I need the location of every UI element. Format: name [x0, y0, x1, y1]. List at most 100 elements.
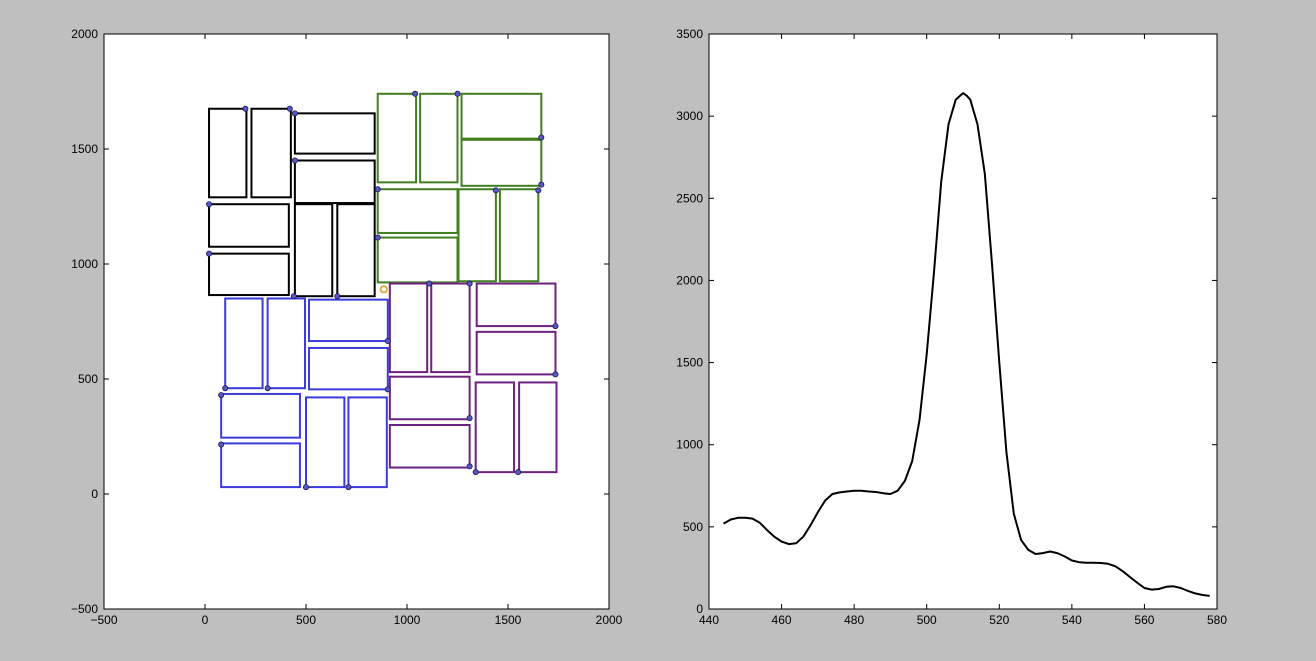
center-marker [379, 285, 388, 294]
group-rectangle [336, 203, 376, 298]
right-axis-ticks: 440 460 480 500 520 540 560 580 0 500 1000 1500 2000… [676, 27, 1227, 627]
group-rectangle [250, 107, 292, 199]
left-y-tick-label: 1000 [71, 257, 98, 271]
group-rectangle [518, 381, 558, 474]
corner-point [345, 484, 352, 491]
group-rectangle [208, 107, 248, 199]
right-y-tick-label: 1500 [676, 356, 703, 370]
corner-point [412, 90, 419, 97]
left-plot-area [103, 33, 610, 610]
corner-point [538, 181, 545, 188]
left-x-tick-label: −500 [90, 613, 117, 627]
group-rectangle [220, 392, 301, 439]
rectangles-scatter-axes: −500 0 500 1000 1500 2000 −500 0 500 1000 1500 2000 [71, 27, 623, 627]
corner-point [242, 105, 249, 112]
group-rectangle [208, 252, 290, 297]
left-y-tick-label: 1500 [71, 142, 98, 156]
group-rectangle [347, 396, 388, 489]
corner-point [286, 105, 293, 112]
group-rectangle [376, 188, 459, 234]
left-x-tick-label: 2000 [596, 613, 623, 627]
group-rectangle [460, 138, 543, 187]
corner-point [334, 293, 341, 300]
right-y-tick-label: 2000 [676, 273, 703, 287]
group-rectangle [457, 188, 497, 283]
left-x-tick-label: 1500 [495, 613, 522, 627]
corner-point [218, 392, 225, 399]
corner-point [291, 110, 298, 117]
corner-point [552, 323, 559, 330]
group-rectangle [388, 424, 471, 469]
group-rectangle [376, 236, 459, 284]
group-rectangle [419, 92, 459, 184]
group-rectangle [475, 330, 557, 376]
group-rectangle [376, 92, 418, 184]
corner-point [535, 187, 542, 194]
corner-point [552, 371, 559, 378]
group-rectangle [305, 396, 346, 489]
corner-point [454, 90, 461, 97]
right-y-tick-label: 0 [696, 602, 703, 616]
left-x-tick-label: 0 [202, 613, 209, 627]
corner-point [492, 187, 499, 194]
corner-point [472, 469, 479, 476]
right-x-tick-label: 480 [844, 613, 864, 627]
left-axis-ticks: −500 0 500 1000 1500 2000 −500 0 500 1000 1500 2000 [71, 27, 623, 627]
group-rectangle [308, 346, 389, 391]
group-rectangle [475, 282, 557, 328]
spectrum-line [723, 92, 1210, 597]
corner-point [515, 469, 522, 476]
right-x-tick-label: 520 [989, 613, 1009, 627]
corner-point [466, 463, 473, 470]
corner-point [466, 280, 473, 287]
corner-point [222, 385, 229, 392]
corner-points [206, 90, 559, 491]
left-x-tick-label: 500 [296, 613, 316, 627]
corner-point [384, 386, 391, 393]
group-rectangle [224, 297, 264, 390]
corner-point [218, 441, 225, 448]
right-y-tick-label: 3000 [676, 109, 703, 123]
right-x-tick-label: 540 [1062, 613, 1082, 627]
corner-point [466, 415, 473, 422]
group-rectangle [293, 159, 376, 205]
corner-point [206, 201, 213, 208]
group-rectangle [388, 375, 471, 421]
group-rectangle [430, 282, 471, 374]
corner-point [374, 186, 381, 193]
right-x-tick-label: 560 [1134, 613, 1154, 627]
group-rectangle [388, 282, 429, 374]
spectrum-line-axes: 440 460 480 500 520 540 560 580 0 500 1000 1500 2000… [676, 27, 1227, 627]
group-rectangle [266, 297, 306, 390]
group-rectangle [308, 298, 389, 343]
group-rectangle [474, 381, 516, 474]
right-y-tick-label: 2500 [676, 191, 703, 205]
right-x-tick-label: 500 [917, 613, 937, 627]
right-x-tick-label: 460 [772, 613, 792, 627]
corner-point [290, 293, 297, 300]
right-x-tick-label: 440 [699, 613, 719, 627]
group-rectangle [220, 442, 301, 489]
group-rectangle [293, 112, 376, 155]
corner-point [538, 134, 545, 141]
group-rectangle [293, 203, 334, 298]
corner-point [302, 484, 309, 491]
corner-point [374, 234, 381, 241]
left-y-tick-label: 500 [78, 372, 98, 386]
group-rectangle [498, 188, 540, 283]
corner-point [264, 385, 271, 392]
left-y-tick-label: 0 [91, 487, 98, 501]
group-rectangle [460, 92, 543, 140]
left-y-tick-label: 2000 [71, 27, 98, 41]
right-x-tick-label: 580 [1207, 613, 1227, 627]
right-y-tick-label: 1000 [676, 438, 703, 452]
right-y-tick-label: 500 [683, 520, 703, 534]
right-plot-area [708, 33, 1218, 610]
rectangle-groups [208, 92, 558, 489]
corner-point [426, 280, 433, 287]
corner-point [206, 250, 213, 257]
group-rectangle [208, 203, 290, 248]
corner-point [291, 157, 298, 164]
left-x-tick-label: 1000 [394, 613, 421, 627]
